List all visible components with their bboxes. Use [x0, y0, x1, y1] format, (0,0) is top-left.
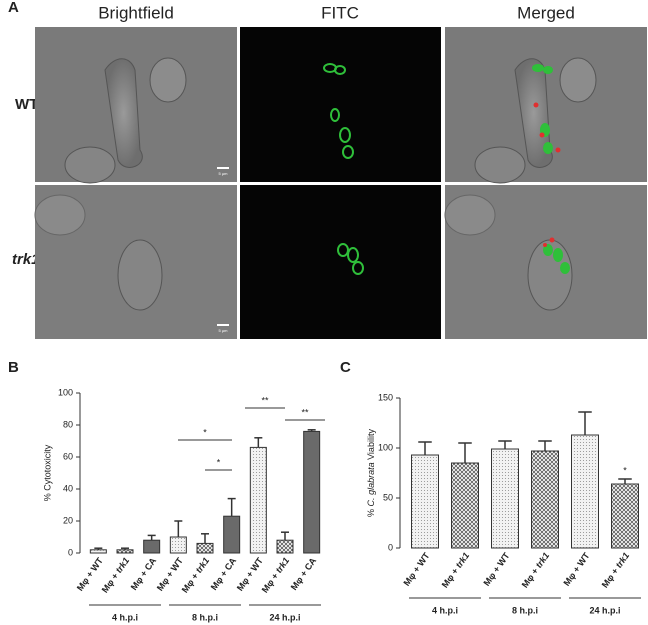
bar: [223, 515, 241, 554]
x-tick-label: Mφ + trk1: [600, 551, 632, 590]
bar: [303, 430, 321, 554]
significance-label: *: [217, 457, 221, 467]
y-axis-label: % C. glabrata Viability: [366, 429, 376, 517]
x-tick-label: Mφ + WT: [481, 550, 511, 587]
x-tick-label: Mφ + WT: [561, 550, 591, 587]
bar-texture: [170, 537, 186, 553]
column-title: FITC: [321, 3, 359, 22]
significance-label: *: [623, 465, 627, 475]
bar-texture: [90, 550, 106, 553]
scale-label: 5 µm: [219, 328, 229, 333]
y-tick-label: 80: [63, 419, 73, 429]
group-label: 4 h.p.i: [112, 612, 138, 622]
group-label: 24 h.p.i: [589, 605, 620, 615]
y-tick-label: 100: [378, 442, 393, 452]
bar-texture: [117, 550, 133, 553]
x-tick-label: Mφ + trk1: [520, 551, 552, 590]
scale-label: 5 µm: [219, 171, 229, 176]
group-label: 24 h.p.i: [269, 612, 300, 622]
y-tick-label: 60: [63, 451, 73, 461]
group-label: 8 h.p.i: [192, 612, 218, 622]
panel-label: C: [340, 359, 351, 376]
y-tick-label: 0: [68, 547, 73, 557]
x-tick-label: Mφ + WT: [401, 550, 431, 587]
panel-label: A: [8, 0, 19, 16]
y-axis-label: % Cytotoxicity: [42, 444, 52, 501]
row-label: trk1: [12, 251, 40, 268]
column-title: Merged: [517, 3, 575, 22]
bar-texture: [277, 540, 293, 553]
bar-texture: [250, 447, 266, 553]
bar-texture: [612, 484, 638, 548]
bar-texture: [492, 449, 518, 548]
bar-texture: [532, 451, 558, 548]
bar: [143, 539, 161, 554]
y-tick-label: 0: [388, 542, 393, 552]
x-tick-label: Mφ + CA: [289, 555, 319, 592]
significance-label: **: [261, 395, 269, 405]
significance-label: *: [203, 427, 207, 437]
significance-label: **: [301, 407, 309, 417]
group-label: 4 h.p.i: [432, 605, 458, 615]
bar-texture: [412, 455, 438, 548]
y-tick-label: 50: [383, 492, 393, 502]
y-tick-label: 150: [378, 392, 393, 402]
y-tick-label: 40: [63, 483, 73, 493]
bar-texture: [452, 463, 478, 548]
y-tick-label: 100: [58, 387, 73, 397]
y-tick-label: 20: [63, 515, 73, 525]
bar-texture: [197, 543, 213, 553]
panel-label: B: [8, 359, 19, 376]
x-tick-label: Mφ + trk1: [440, 551, 472, 590]
row-label: WT: [15, 96, 38, 113]
bar-texture: [572, 435, 598, 548]
group-label: 8 h.p.i: [512, 605, 538, 615]
micrographs: [34, 27, 647, 339]
column-title: Brightfield: [98, 3, 174, 22]
